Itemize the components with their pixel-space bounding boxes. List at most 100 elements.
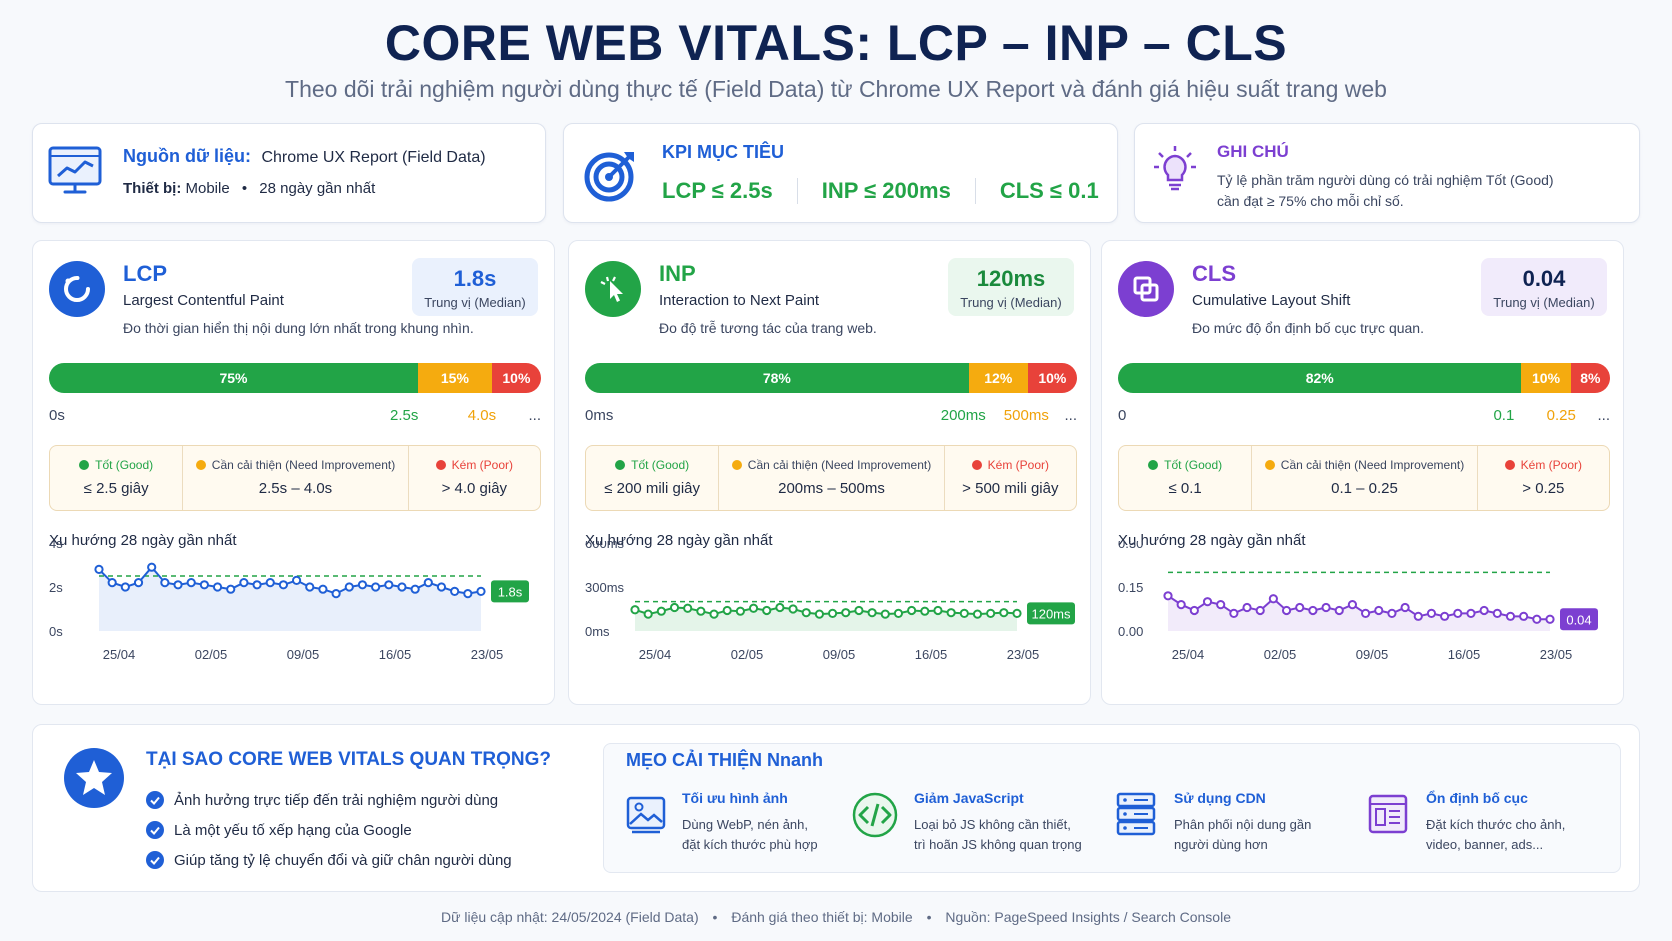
trend-point xyxy=(814,609,825,619)
trend-point xyxy=(788,604,798,614)
median-box: 0.04 Trung vị (Median) xyxy=(1481,258,1607,316)
trend-point xyxy=(1387,608,1397,619)
page-title: CORE WEB VITALS: LCP – INP – CLS xyxy=(384,15,1288,71)
y-tick-label: 600ms xyxy=(585,541,625,551)
legend-improve-label: Cần cải thiện (Need Improvement) xyxy=(211,458,396,472)
source-label: Nguồn dữ liệu: xyxy=(123,146,252,166)
why-item-text: Ảnh hưởng trực tiếp đến trải nghiệm ngườ… xyxy=(174,791,499,809)
trend-point xyxy=(1466,608,1476,619)
trend-label: Xu hướng 28 ngày gần nhất xyxy=(585,532,773,549)
y-tick-label: 0.00 xyxy=(1118,624,1143,639)
trend-point xyxy=(1374,605,1384,616)
distribution-bar: 78% 12% 10% xyxy=(585,363,1077,393)
y-tick-label: 2s xyxy=(49,580,63,595)
legend-poor-range: > 500 mili giây xyxy=(962,480,1059,497)
x-tick-label: 25/04 xyxy=(103,647,136,662)
trend-point xyxy=(959,608,969,619)
median-label: Trung vị (Median) xyxy=(960,295,1062,310)
metric-name: INP xyxy=(659,261,696,286)
rating-legend: Tốt (Good) ≤ 200 mili giây Cần cải thiện… xyxy=(585,445,1077,511)
trend-point xyxy=(1189,605,1199,616)
trend-point xyxy=(683,603,693,613)
trend-point xyxy=(1308,605,1318,616)
end-value-label: 1.8s xyxy=(498,584,523,599)
trend-point xyxy=(709,609,719,619)
trend-point xyxy=(827,608,838,619)
tip-desc-2: trì hoãn JS không quan trọng xyxy=(914,837,1082,852)
trend-point xyxy=(239,578,249,588)
trend-point xyxy=(344,582,354,592)
threshold-tick: ... xyxy=(528,407,541,424)
distribution-bar: 75% 15% 10% xyxy=(49,363,541,393)
legend-poor-range: > 4.0 giây xyxy=(441,480,508,497)
trend-point xyxy=(1360,608,1371,619)
why-title: TẠI SAO CORE WEB VITALS QUAN TRỌNG? xyxy=(146,749,551,770)
trend-point xyxy=(1453,608,1463,619)
median-label: Trung vị (Median) xyxy=(424,295,526,310)
trend-point xyxy=(1229,608,1239,619)
end-value-badge: 0.04 xyxy=(1560,608,1598,631)
trend-point xyxy=(173,580,183,590)
tip-title: Tối ưu hình ảnh xyxy=(682,790,788,806)
trend-point xyxy=(252,580,262,590)
kpi-cls: CLS ≤ 0.1 xyxy=(999,178,1099,203)
trend-point xyxy=(384,580,394,590)
x-tick-label: 02/05 xyxy=(731,647,764,662)
star-badge-icon xyxy=(64,748,124,808)
threshold-axis: 0s 2.5s 4.0s ... xyxy=(49,407,541,427)
tip-title: Sử dụng CDN xyxy=(1174,790,1266,806)
metric-card-inp: INP Interaction to Next Paint Đo độ trễ … xyxy=(568,240,1091,705)
x-tick-label: 16/05 xyxy=(915,647,948,662)
y-tick-label: 0.30 xyxy=(1118,541,1143,551)
bar-segment-improve: 10% xyxy=(1521,363,1571,393)
image-icon xyxy=(626,796,666,834)
metric-card-cls: CLS Cumulative Layout Shift Đo mức độ ổn… xyxy=(1101,240,1624,705)
threshold-tick: 0ms xyxy=(585,407,614,424)
trend-point xyxy=(331,589,341,599)
threshold-tick: 0s xyxy=(49,407,65,424)
cls-icon xyxy=(1118,261,1174,317)
trend-point xyxy=(463,589,473,599)
data-source-card: Nguồn dữ liệu: Chrome UX Report (Field D… xyxy=(32,123,546,223)
kpi-target-card: KPI MỤC TIÊU LCP ≤ 2.5s INP ≤ 200ms CLS … xyxy=(563,123,1118,223)
trend-point xyxy=(669,602,680,613)
threshold-tick: 2.5s xyxy=(390,407,419,424)
source-separator: • xyxy=(241,180,248,197)
rating-legend: Tốt (Good) ≤ 0.1 Cần cải thiện (Need Imp… xyxy=(1118,445,1610,511)
trend-point xyxy=(1492,608,1502,619)
median-box: 120ms Trung vị (Median) xyxy=(948,258,1074,316)
trend-chart: 600ms 300ms 0ms 120ms 25/04 02/05 09/05 16/05 23… xyxy=(585,541,1075,662)
trend-chart: 0.30 0.15 0.00 0.04 25/04 02/05 09/05 16/05 23/0… xyxy=(1118,541,1598,662)
median-value: 1.8s xyxy=(453,266,497,291)
trend-point xyxy=(226,584,236,594)
tip-desc-2: người dùng hơn xyxy=(1174,837,1268,852)
threshold-tick: ... xyxy=(1064,407,1077,424)
trend-chart: 4s 2s 0s 1.8s 25/04 02/05 09/05 16/05 23/05 xyxy=(49,541,529,662)
metric-card-lcp: LCP Largest Contentful Paint Đo thời gia… xyxy=(32,240,555,705)
trend-point xyxy=(107,578,117,588)
trend-point xyxy=(735,606,745,616)
rating-legend: Tốt (Good) ≤ 2.5 giây Cần cải thiện (Nee… xyxy=(49,445,541,511)
bar-segment-improve: 12% xyxy=(968,363,1028,393)
x-tick-label: 09/05 xyxy=(1356,647,1389,662)
legend-poor-label: Kém (Poor) xyxy=(987,458,1050,472)
trend-point xyxy=(371,582,381,592)
why-item: Ảnh hưởng trực tiếp đến trải nghiệm ngườ… xyxy=(146,785,512,815)
trend-point xyxy=(1242,602,1252,613)
metric-full-name: Interaction to Next Paint xyxy=(659,292,820,309)
bar-segment-poor: 8% xyxy=(1570,363,1610,393)
trend-point xyxy=(1347,600,1358,610)
legend-improve-range: 0.1 – 0.25 xyxy=(1331,480,1398,497)
tip-desc-2: video, banner, ads... xyxy=(1426,837,1544,852)
trend-point xyxy=(1334,605,1344,616)
x-tick-label: 16/05 xyxy=(379,647,412,662)
trend-point xyxy=(696,606,706,616)
footer-updated: Dữ liệu cập nhật: 24/05/2024 (Field Data… xyxy=(441,909,699,925)
y-tick-label: 0.15 xyxy=(1118,580,1143,595)
trend-point xyxy=(305,582,315,592)
trend-point xyxy=(212,582,223,592)
trend-point xyxy=(920,606,930,616)
legend-improve-label: Cần cải thiện (Need Improvement) xyxy=(1280,458,1465,472)
trend-point xyxy=(762,605,772,616)
median-value: 0.04 xyxy=(1522,266,1566,291)
